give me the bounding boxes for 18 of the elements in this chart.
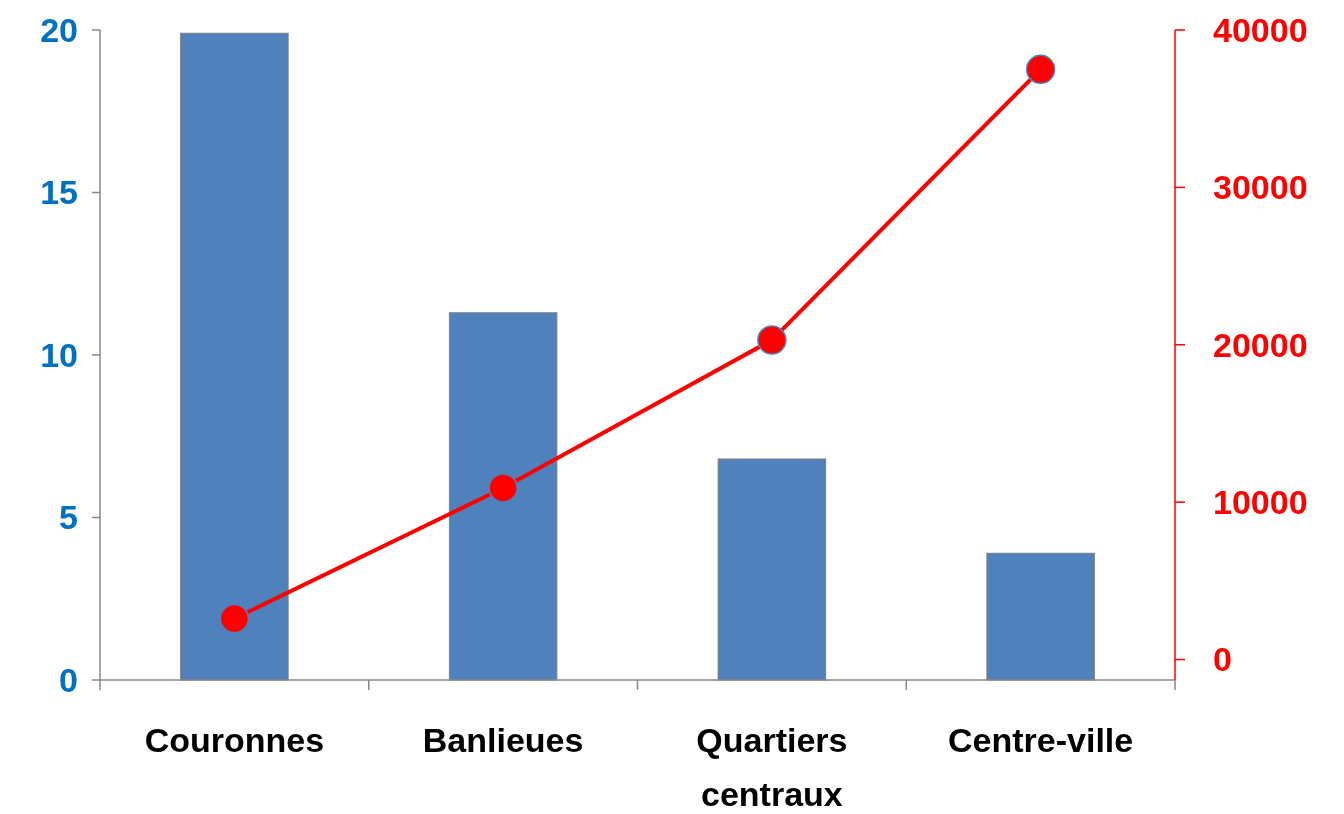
point (219, 603, 250, 634)
x-tick-label: Quartiers centraux (696, 721, 848, 814)
y-tick-label: 10 (40, 335, 78, 374)
y2-tick-label: 20000 (1213, 325, 1308, 364)
point (757, 325, 787, 355)
y2-tick-label: 30000 (1213, 168, 1308, 207)
y-tick-label: 15 (40, 173, 78, 212)
y2-tick-label: 0 (1213, 640, 1232, 679)
point (1025, 54, 1056, 85)
x-tick-label: Couronnes (144, 721, 325, 759)
y2-tick-label: 10000 (1213, 483, 1308, 522)
x-tick-label: Centre-ville (948, 721, 1134, 759)
y-tick-label: 5 (59, 498, 78, 537)
y2-tick-label: 40000 (1213, 10, 1308, 49)
y-tick-label: 0 (59, 660, 78, 699)
x-tick-label: Banlieues (422, 721, 584, 759)
point (488, 473, 518, 503)
y-tick-label: 20 (40, 10, 78, 49)
